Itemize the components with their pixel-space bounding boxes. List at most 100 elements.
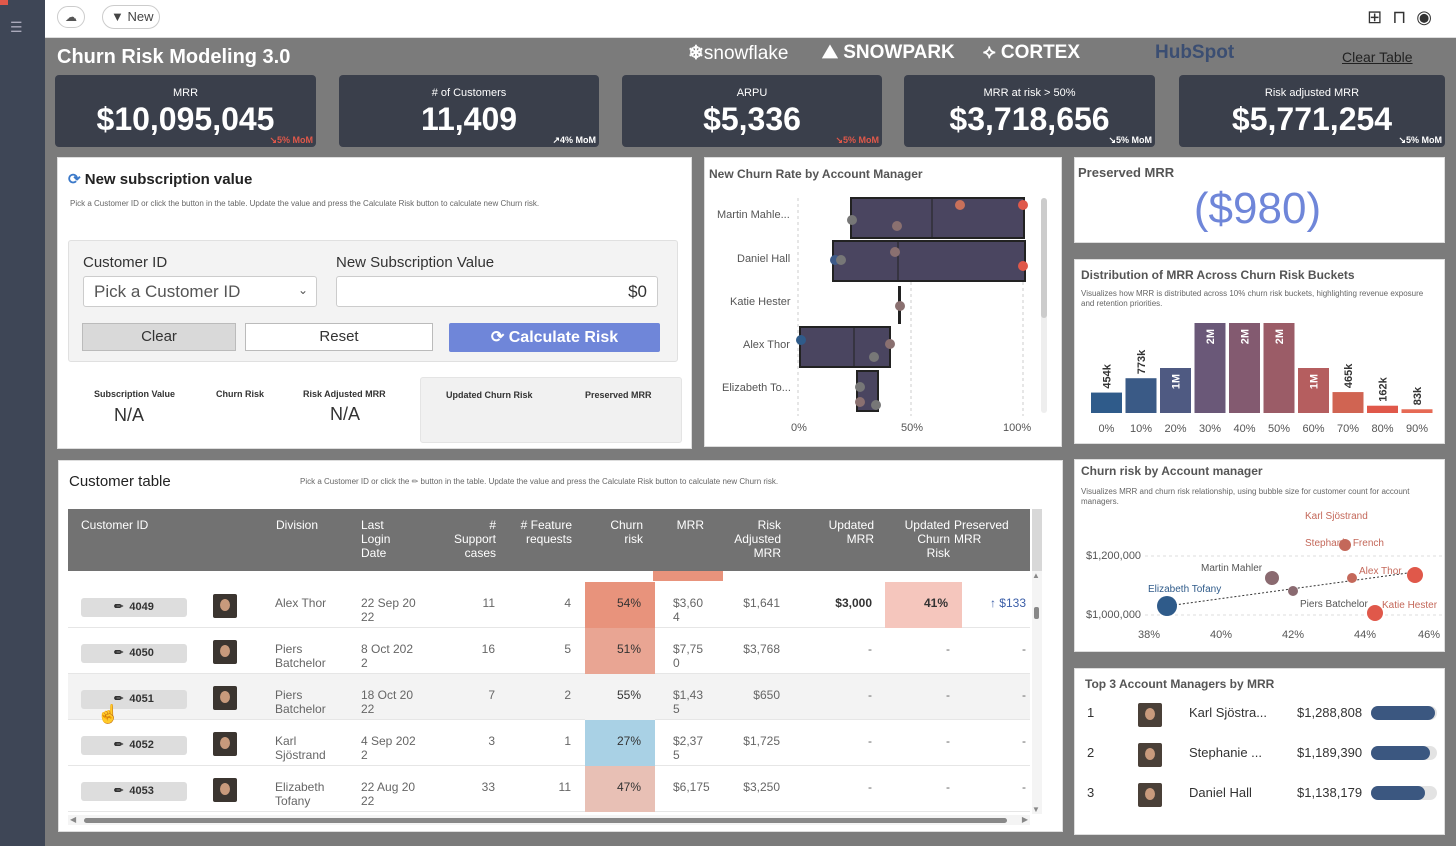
new-value-label: New Subscription Value bbox=[336, 254, 495, 271]
edit-row-button[interactable]: ✏ 4053 bbox=[81, 782, 187, 801]
cell-risk-adj: $1,725 bbox=[743, 734, 780, 748]
cell-updated-mrr: - bbox=[868, 780, 872, 794]
top3-row: 1 Karl Sjöstra... $1,288,808 bbox=[1075, 703, 1446, 733]
snowflake-logo: ❄snowflake bbox=[688, 43, 789, 64]
top3-bar-fill bbox=[1371, 706, 1435, 720]
table-header: Customer ID Division Last Login Date # S… bbox=[68, 509, 1030, 571]
distribution-tick: 40% bbox=[1233, 423, 1255, 435]
top3-bar-track bbox=[1371, 746, 1437, 760]
top3-managers-panel: Top 3 Account Managers by MRR 1 Karl Sjö… bbox=[1074, 668, 1445, 835]
header-scroll-gap bbox=[1032, 509, 1042, 571]
col-updated-churn[interactable]: Updated Churn Risk bbox=[904, 518, 950, 560]
risk-adjusted-value: N/A bbox=[330, 404, 361, 424]
distribution-chart: 454k 0% 773k 10% 1M 20% 2M 30% 2M 40% 2M 50% 1M 60% 46… bbox=[1091, 323, 1433, 435]
new-subscription-input[interactable]: $0 bbox=[336, 276, 658, 307]
top3-bar-track bbox=[1371, 706, 1437, 720]
cell-updated-churn: - bbox=[946, 688, 950, 702]
cortex-logo: ⟡ CORTEX bbox=[983, 42, 1081, 63]
bubble-xtick: 40% bbox=[1210, 629, 1233, 641]
bubble-chart bbox=[1145, 539, 1443, 621]
cell-division: Alex Thor bbox=[275, 596, 327, 610]
cell-mrr: $2,37 5 bbox=[673, 734, 704, 762]
mrr-distribution-panel: Distribution of MRR Across Churn Risk Bu… bbox=[1074, 259, 1445, 444]
cell-churn-risk: 47% bbox=[585, 766, 655, 812]
distribution-data-label: 465k bbox=[1343, 363, 1355, 388]
preserved-label: Preserved MRR bbox=[585, 390, 652, 400]
cell-churn-risk: 27% bbox=[585, 720, 655, 766]
distribution-title: Distribution of MRR Across Churn Risk Bu… bbox=[1081, 268, 1355, 282]
scroll-down-icon[interactable]: ▼ bbox=[1032, 805, 1040, 814]
scroll-left-icon[interactable]: ◀ bbox=[70, 815, 77, 824]
bubble-ytick: $1,200,000 bbox=[1086, 550, 1142, 562]
avatar bbox=[213, 640, 237, 664]
bubble-title: Churn risk by Account manager bbox=[1081, 464, 1263, 478]
col-churn-risk[interactable]: Churn risk bbox=[610, 518, 643, 546]
bookmark-icon[interactable]: ⊓ bbox=[1392, 7, 1417, 27]
col-risk-adjusted-mrr[interactable]: Risk Adjusted MRR bbox=[734, 518, 781, 560]
boxplot-chart bbox=[796, 197, 1047, 416]
filter-new-button[interactable]: ▼ New bbox=[102, 5, 160, 29]
cell-preserved: - bbox=[1022, 780, 1026, 794]
reset-button[interactable]: Reset bbox=[245, 323, 433, 351]
col-preserved-mrr[interactable]: Preserved MRR bbox=[954, 518, 1009, 546]
pencil-icon: ✏ bbox=[114, 785, 124, 797]
churn-rate-boxplot-panel: New Churn Rate by Account Manager Martin… bbox=[704, 157, 1062, 447]
filter-icon: ▼ bbox=[111, 9, 124, 24]
clear-button[interactable]: Clear bbox=[82, 323, 236, 351]
avatar bbox=[213, 594, 237, 618]
distribution-data-label: 162k bbox=[1378, 376, 1390, 401]
bubble-xtick: 44% bbox=[1354, 629, 1377, 641]
col-last-login[interactable]: Last Login Date bbox=[361, 518, 391, 560]
cell-preserved: - bbox=[1022, 734, 1026, 748]
distribution-bar bbox=[1091, 392, 1122, 413]
eye-icon[interactable]: ◉ bbox=[1416, 7, 1442, 27]
bubble-label: Karl Sjöstrand bbox=[1305, 511, 1368, 522]
add-bookmark-icon[interactable]: ⊞ bbox=[1367, 7, 1393, 27]
col-division[interactable]: Division bbox=[276, 518, 319, 532]
edit-row-button[interactable]: ✏ 4051 bbox=[81, 690, 187, 709]
cloud-sync-icon[interactable]: ☁ bbox=[57, 6, 85, 28]
kpi-risk-adjusted-mrr: Risk adjusted MRR $5,771,254 ↘5% MoM bbox=[1179, 75, 1445, 147]
avatar bbox=[1138, 703, 1162, 727]
col-feature-requests[interactable]: # Feature requests bbox=[520, 518, 572, 546]
cell-risk-adj: $650 bbox=[753, 688, 780, 702]
edit-row-button[interactable]: ✏ 4050 bbox=[81, 644, 187, 663]
cell-support: 11 bbox=[482, 596, 495, 610]
avatar bbox=[1138, 743, 1162, 767]
pencil-icon: ✏ bbox=[114, 693, 124, 705]
col-support-cases[interactable]: # Support cases bbox=[453, 518, 496, 560]
clear-table-link[interactable]: Clear Table bbox=[1342, 49, 1413, 65]
table-row: ✏ 4051 Piers Batchelor 18 Oct 20 22 7 2 … bbox=[68, 674, 1030, 720]
calculate-risk-button[interactable]: ⟳ Calculate Risk bbox=[449, 323, 660, 352]
col-mrr[interactable]: MRR bbox=[676, 518, 704, 532]
cell-mrr: $7,75 0 bbox=[673, 642, 704, 670]
cell-updated-mrr: - bbox=[868, 642, 872, 656]
subscription-value-label: Subscription Value bbox=[94, 389, 176, 399]
snowpark-logo: ⛰ SNOWPARK bbox=[822, 42, 955, 63]
top3-value: $1,189,390 bbox=[1297, 745, 1363, 760]
cell-updated-mrr: - bbox=[868, 688, 872, 702]
updated-churn-label: Updated Churn Risk bbox=[446, 390, 533, 400]
top3-value: $1,138,179 bbox=[1297, 785, 1363, 800]
bubble-description: Visualizes MRR and churn risk relationsh… bbox=[1081, 487, 1410, 506]
col-customer-id[interactable]: Customer ID bbox=[81, 518, 149, 532]
menu-icon[interactable]: ☰ bbox=[10, 19, 23, 35]
cell-updated-churn: 41% bbox=[885, 582, 962, 628]
table-hscrollbar[interactable]: ◀ ▶ bbox=[68, 815, 1030, 825]
col-updated-mrr[interactable]: Updated MRR bbox=[828, 518, 874, 546]
edit-row-button[interactable]: ✏ 4049 bbox=[81, 598, 187, 617]
distribution-subtitle: Visualizes how MRR is distributed across… bbox=[1081, 289, 1424, 308]
cell-churn-risk: 55% bbox=[585, 674, 655, 720]
distribution-tick: 20% bbox=[1164, 423, 1186, 435]
scroll-right-icon[interactable]: ▶ bbox=[1021, 815, 1028, 824]
boxplot-label: Martin Mahle... bbox=[717, 209, 790, 221]
top3-row: 3 Daniel Hall $1,138,179 bbox=[1075, 783, 1446, 813]
edit-row-button[interactable]: ✏ 4052 bbox=[81, 736, 187, 755]
cell-preserved: ↑ $133 bbox=[989, 596, 1026, 610]
refresh-icon: ⟳ bbox=[68, 171, 81, 188]
scroll-up-icon[interactable]: ▲ bbox=[1032, 571, 1040, 580]
cell-feature: 4 bbox=[564, 596, 571, 610]
table-vscrollbar[interactable]: ▲ ▼ bbox=[1032, 571, 1042, 814]
customer-id-select[interactable]: Pick a Customer ID ⌄ bbox=[83, 276, 317, 307]
bubble-xtick: 46% bbox=[1418, 629, 1441, 641]
